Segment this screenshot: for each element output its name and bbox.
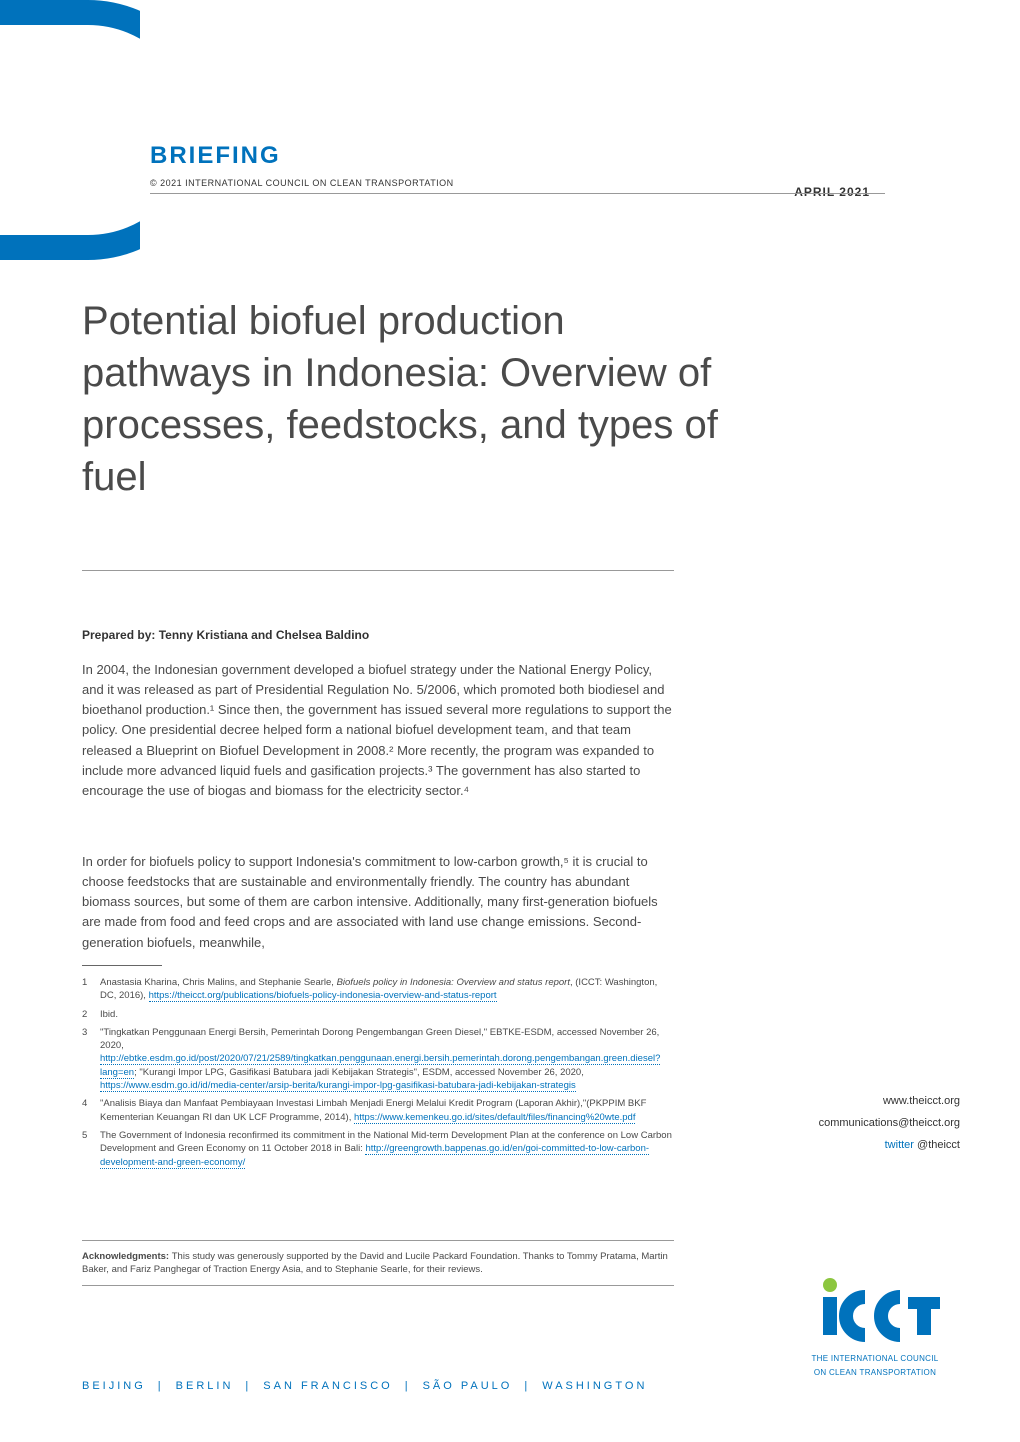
prepared-by: Prepared by: Tenny Kristiana and Chelsea…: [82, 628, 369, 642]
footnote-link[interactable]: https://theicct.org/publications/biofuel…: [149, 990, 497, 1002]
footnote-num: 1: [82, 976, 100, 1003]
ack-divider-top: [82, 1240, 674, 1241]
icct-logo-icon: [810, 1275, 940, 1345]
email-link[interactable]: communications@theicct.org: [780, 1112, 960, 1134]
website-link[interactable]: www.theicct.org: [780, 1090, 960, 1112]
briefing-label: BRIEFING: [150, 142, 281, 170]
body-paragraph-1: In 2004, the Indonesian government devel…: [82, 660, 674, 801]
city: SAN FRANCISCO: [263, 1380, 392, 1392]
city: SÃO PAULO: [423, 1380, 513, 1392]
acknowledgments: Acknowledgments: This study was generous…: [82, 1250, 674, 1277]
city: WASHINGTON: [542, 1380, 647, 1392]
cities-list: BEIJING|BERLIN|SAN FRANCISCO|SÃO PAULO|W…: [82, 1380, 647, 1392]
footnote-3: 3 "Tingkatkan Penggunaan Energi Bersih, …: [82, 1026, 674, 1092]
logo-text-line2: ON CLEAN TRANSPORTATION: [790, 1368, 960, 1378]
footnote-text: The Government of Indonesia reconfirmed …: [100, 1129, 674, 1169]
title-divider: [82, 570, 674, 571]
date-label: APRIL 2021: [794, 185, 870, 199]
prepared-by-authors: Tenny Kristiana and Chelsea Baldino: [159, 628, 370, 642]
ack-label: Acknowledgments:: [82, 1251, 172, 1262]
city: BEIJING: [82, 1380, 146, 1392]
footnote-link[interactable]: https://www.esdm.go.id/id/media-center/a…: [100, 1080, 576, 1092]
footnote-num: 2: [82, 1008, 100, 1021]
footnote-text: "Analisis Biaya dan Manfaat Pembiayaan I…: [100, 1097, 674, 1124]
footnote-4: 4 "Analisis Biaya dan Manfaat Pembiayaan…: [82, 1097, 674, 1124]
sidebar-contact: www.theicct.org communications@theicct.o…: [780, 1090, 960, 1156]
logo-text-line1: THE INTERNATIONAL COUNCIL: [790, 1354, 960, 1364]
footnote-2: 2 Ibid.: [82, 1008, 674, 1021]
footnote-1: 1 Anastasia Kharina, Chris Malins, and S…: [82, 976, 674, 1003]
footnote-text: "Tingkatkan Penggunaan Energi Bersih, Pe…: [100, 1026, 674, 1092]
icct-logo: THE INTERNATIONAL COUNCIL ON CLEAN TRANS…: [790, 1275, 960, 1379]
footnotes-section: 1 Anastasia Kharina, Chris Malins, and S…: [82, 976, 674, 1174]
footnote-num: 5: [82, 1129, 100, 1169]
header-divider: [150, 193, 885, 194]
ack-divider-bottom: [82, 1285, 674, 1286]
footnote-num: 3: [82, 1026, 100, 1092]
body-paragraph-2: In order for biofuels policy to support …: [82, 852, 674, 953]
footnote-5: 5 The Government of Indonesia reconfirme…: [82, 1129, 674, 1169]
footnote-text: Anastasia Kharina, Chris Malins, and Ste…: [100, 976, 674, 1003]
footnote-divider: [82, 965, 162, 966]
twitter-link[interactable]: twitter @theicct: [780, 1134, 960, 1156]
prepared-by-label: Prepared by:: [82, 628, 159, 642]
footnote-text: Ibid.: [100, 1008, 674, 1021]
footnote-link[interactable]: https://www.kemenkeu.go.id/sites/default…: [354, 1112, 635, 1124]
header-arc-decoration: [0, 0, 140, 280]
footnote-num: 4: [82, 1097, 100, 1124]
copyright-text: © 2021 INTERNATIONAL COUNCIL ON CLEAN TR…: [150, 178, 454, 188]
city: BERLIN: [176, 1380, 234, 1392]
page-title: Potential biofuel production pathways in…: [82, 295, 732, 503]
